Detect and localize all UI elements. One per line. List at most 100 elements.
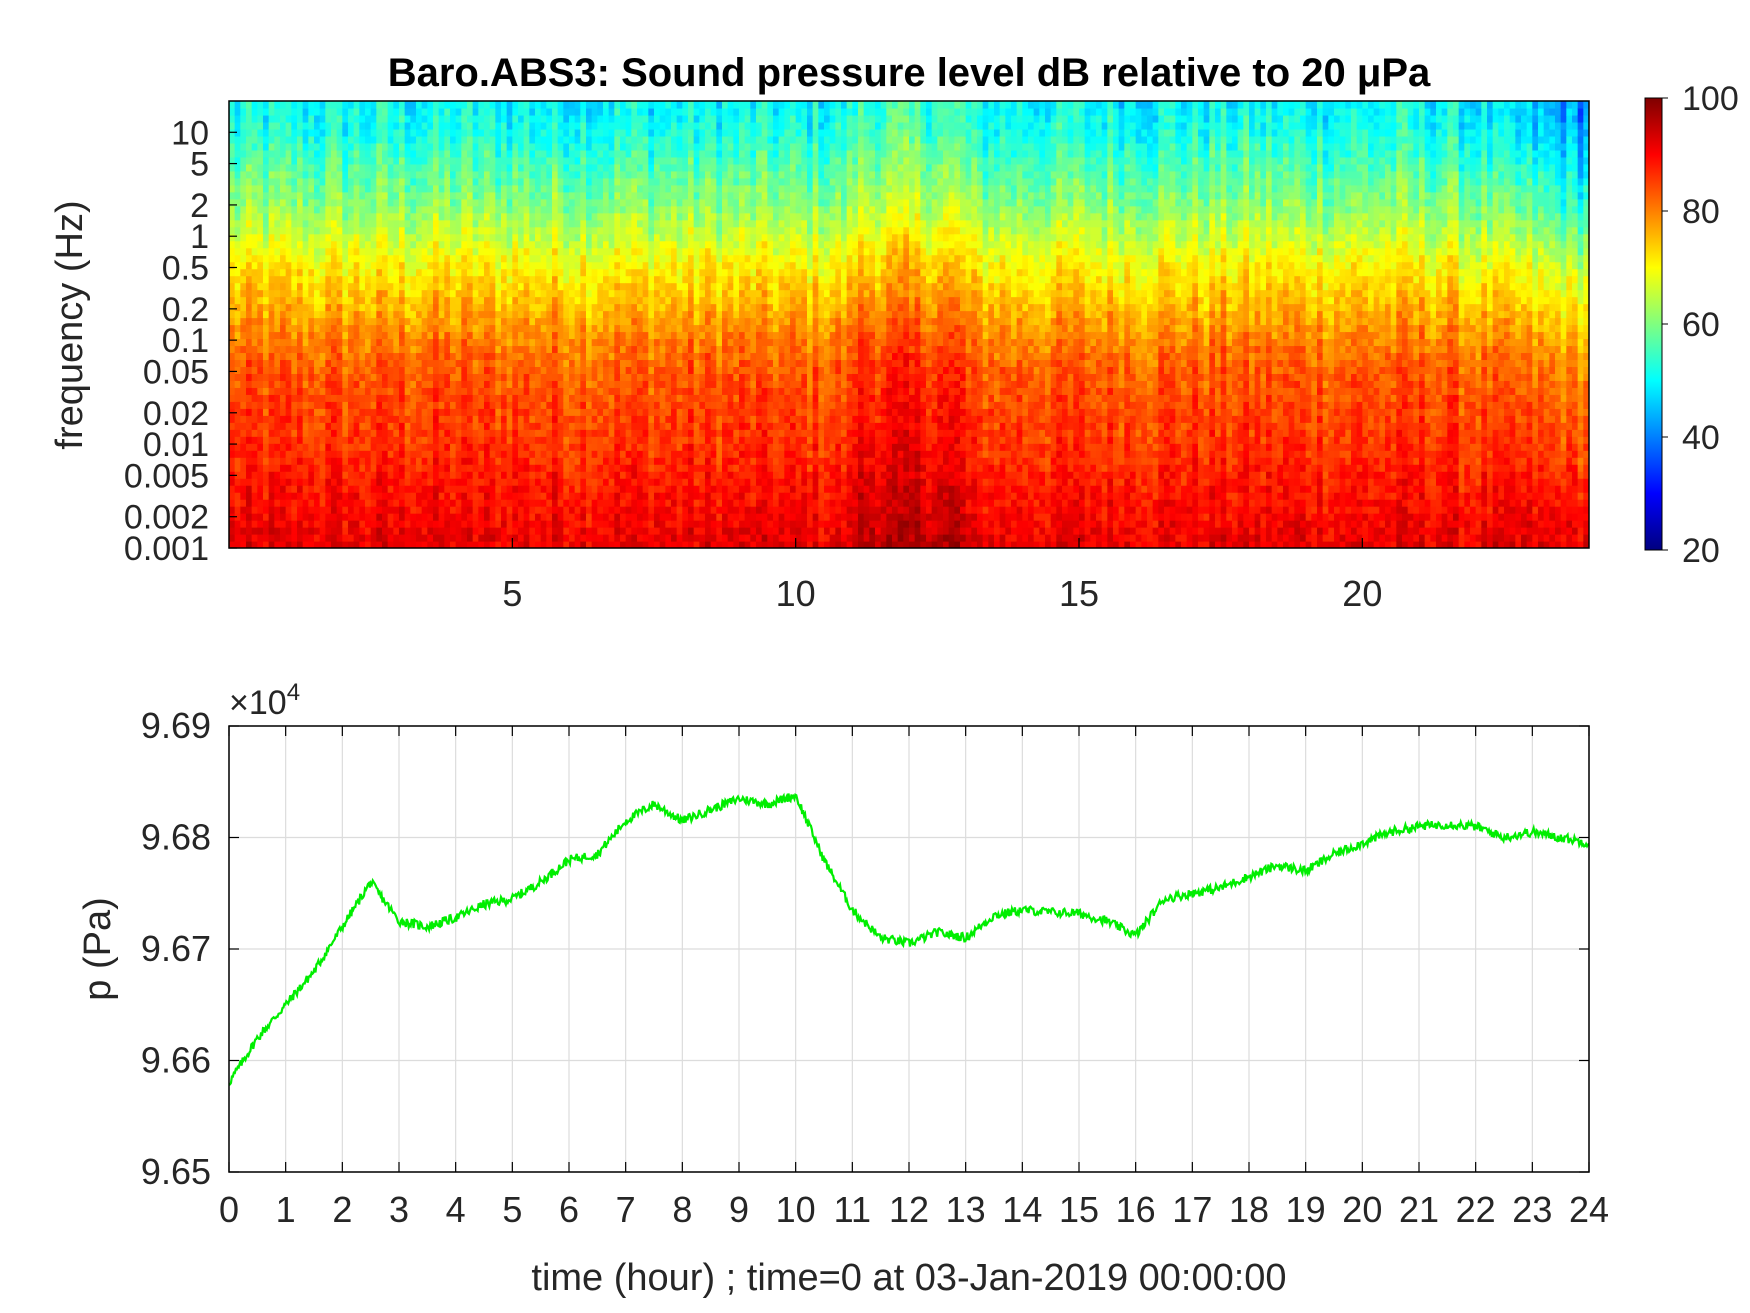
spectrogram-cell [319,415,326,423]
spectrogram-cell [472,142,479,151]
spectrogram-cell [297,303,304,312]
spectrogram-cell [308,170,315,179]
spectrogram-cell [433,366,440,374]
spectrogram-cell [387,380,394,388]
spectrogram-cell [365,254,372,263]
spectrogram-cell [444,394,451,402]
spectrogram-cell [535,198,542,207]
spectrogram-cell [410,163,417,172]
spectrogram-cell [512,149,519,158]
spectrogram-cell [518,492,525,500]
spectrogram-cell [399,457,406,465]
spectrogram-cell [591,331,598,340]
spectrogram-cell [416,443,423,451]
spectrogram-cell [229,198,236,207]
spectrogram-cell [546,352,553,361]
spectrogram-cell [404,331,411,340]
spectrogram-cell [319,408,326,416]
spectrogram-cell [246,401,253,409]
spectrogram-cell [370,101,377,109]
spectrogram-cell [251,226,258,235]
spectrogram-cell [512,240,519,249]
spectrogram-cell [353,156,360,165]
spectrogram-cell [274,422,281,430]
spectrogram-cell [484,436,491,444]
spectrogram-cell [552,345,559,354]
spectrogram-cell [648,471,655,479]
spectrogram-cell [251,268,258,277]
spectrogram-cell [546,177,553,186]
spectrogram-cell [410,387,417,395]
spectrogram-cell [563,289,570,298]
spectrogram-cell [614,114,621,123]
spectrogram-cell [268,359,275,367]
spectrogram-cell [450,149,457,158]
spectrogram-cell [263,485,270,493]
spectrogram-cell [280,114,287,123]
spectrogram-cell [410,457,417,465]
spectrogram-cell [348,373,355,381]
spectrogram-cell [308,394,315,402]
spectrogram-cell [603,247,610,256]
spectrogram-cell [603,114,610,123]
spectrogram-cell [608,387,615,395]
spectrogram-cell [427,492,434,500]
spectrogram-cell [591,163,598,172]
spectrogram-cell [331,310,338,319]
spectrogram-cell [229,373,236,381]
spectrogram-cell [484,261,491,270]
spectrogram-cell [620,527,627,535]
spectrogram-cell [331,114,338,123]
spectrogram-cell [393,338,400,347]
spectrogram-cell [659,219,666,228]
spectrogram-cell [506,527,513,535]
spectrogram-cell [478,464,485,472]
spectrogram-cell [478,380,485,388]
spectrogram-cell [557,324,564,333]
spectrogram-cell [654,212,661,221]
spectrogram-cell [285,163,292,172]
spectrogram-cell [580,310,587,319]
spectrogram-cell [665,261,672,270]
spectrogram-cell [461,268,468,277]
spectrogram-cell [251,170,258,179]
spectrogram-cell [234,387,241,395]
spectrogram-cell [580,541,587,548]
spectrogram-cell [297,408,304,416]
spectrogram-cell [546,422,553,430]
spectrogram-cell [285,359,292,367]
spectrogram-cell [523,114,530,123]
spectrogram-cell [427,282,434,291]
spectrogram-cell [501,212,508,221]
spectrogram-cell [382,303,389,312]
spectrogram-cell [472,324,479,333]
spectrogram-cell [467,450,474,458]
spectrogram-cell [308,324,315,333]
spectrogram-cell [518,317,525,326]
spectrogram-cell [540,373,547,381]
spectrogram-cell [512,114,519,123]
spectrogram-cell [263,205,270,214]
spectrogram-cell [552,408,559,416]
spectrogram-cell [659,387,666,395]
spectrogram-cell [319,101,326,109]
spectrogram-cell [416,352,423,361]
spectrogram-cell [552,226,559,235]
spectrogram-cell [540,457,547,465]
spectrogram-cell [637,541,644,548]
spectrogram-cell [529,317,536,326]
spectrogram-cell [421,198,428,207]
spectrogram-cell [478,247,485,256]
spectrogram-cell [654,240,661,249]
spectrogram-cell [376,156,383,165]
spectrogram-cell [563,450,570,458]
spectrogram-cell [557,492,564,500]
spectrogram-cell [291,443,298,451]
spectrogram-cell [659,380,666,388]
spectrogram-cell [552,471,559,479]
spectrogram-cell [495,429,502,437]
spectrogram-cell [240,408,247,416]
spectrogram-cell [302,492,309,500]
spectrogram-cell [280,485,287,493]
spectrogram-cell [421,282,428,291]
